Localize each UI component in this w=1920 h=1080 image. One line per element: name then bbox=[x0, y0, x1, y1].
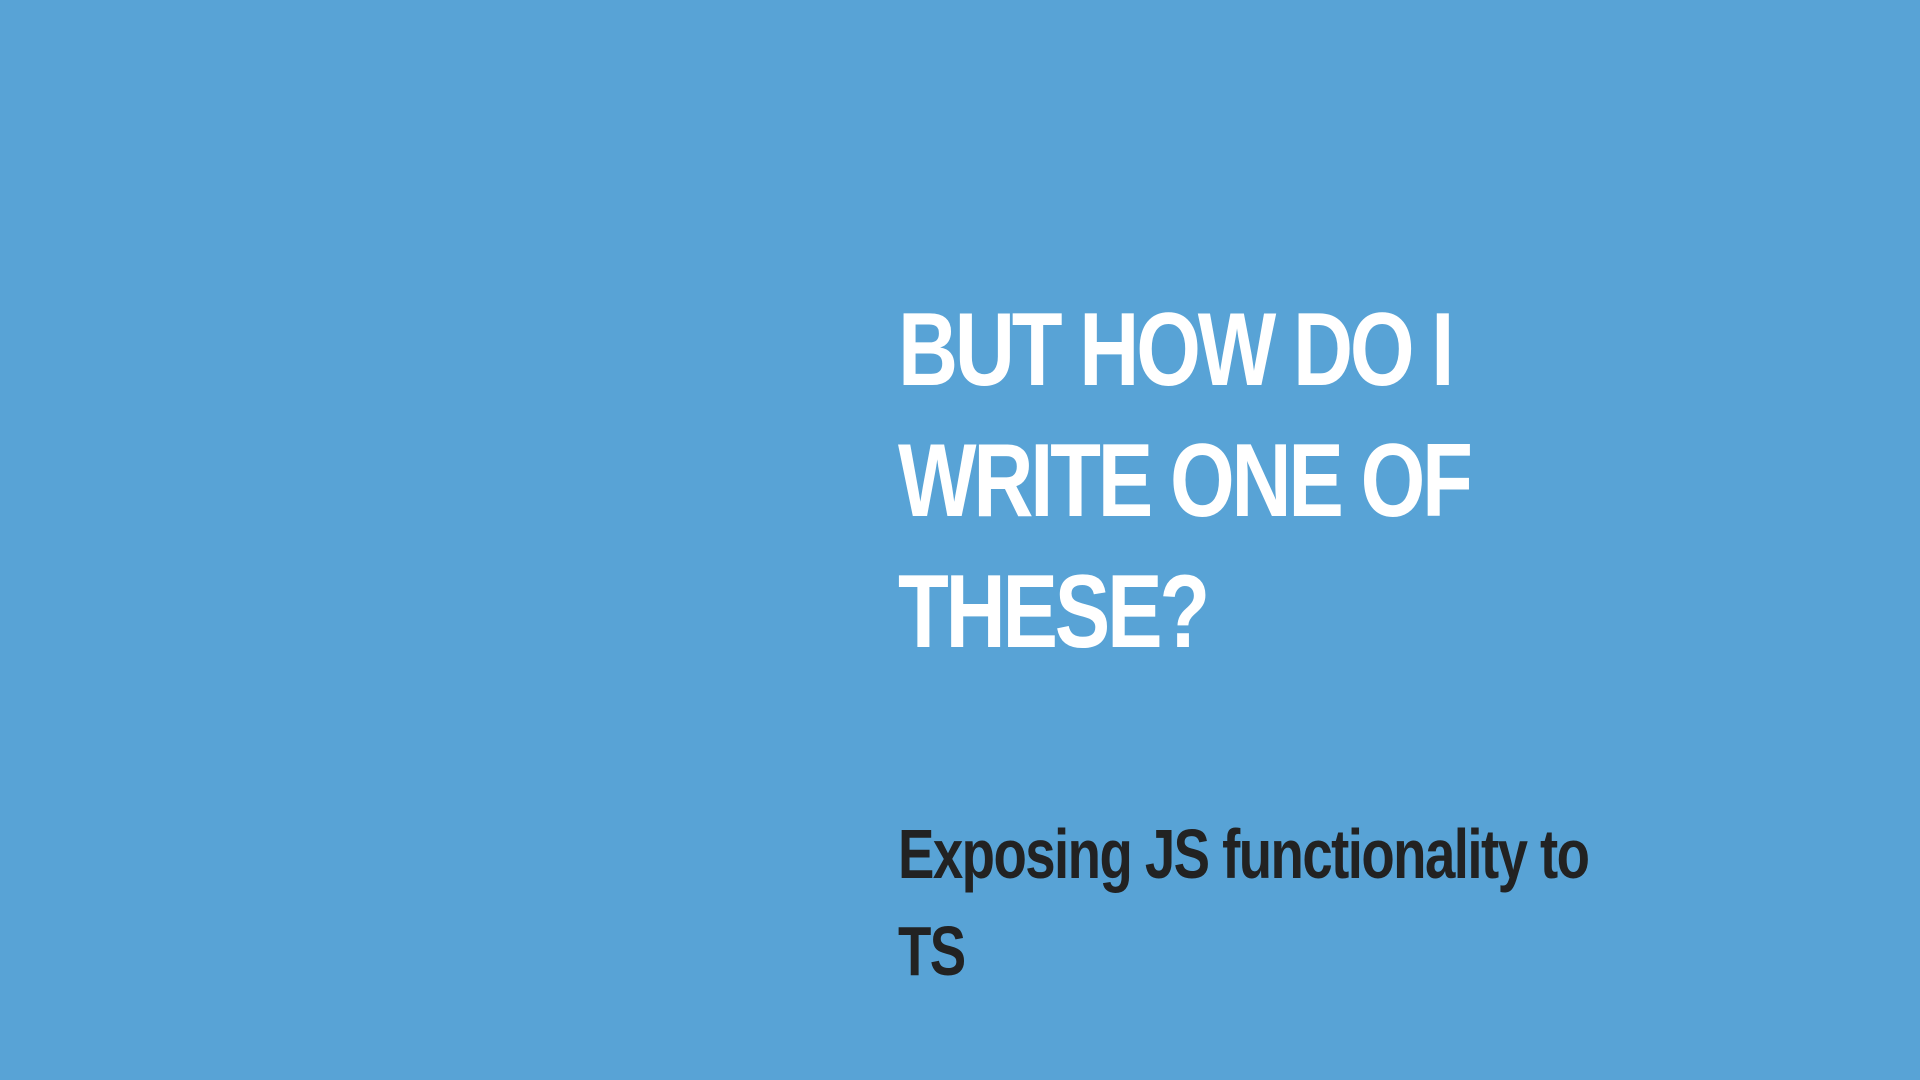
slide-title-line-2: WRITE ONE OF bbox=[898, 423, 1473, 539]
slide-title-line-1: BUT HOW DO I bbox=[898, 292, 1454, 408]
slide-subtitle: Exposing JS functionality to TS bbox=[898, 806, 1600, 1000]
slide-title: BUT HOW DO I WRITE ONE OF THESE? bbox=[898, 285, 1506, 678]
slide-subtitle-line-2: TS bbox=[898, 912, 966, 990]
slide-subtitle-line-1: Exposing JS functionality to bbox=[898, 815, 1590, 893]
slide-title-line-3: THESE? bbox=[898, 554, 1210, 670]
